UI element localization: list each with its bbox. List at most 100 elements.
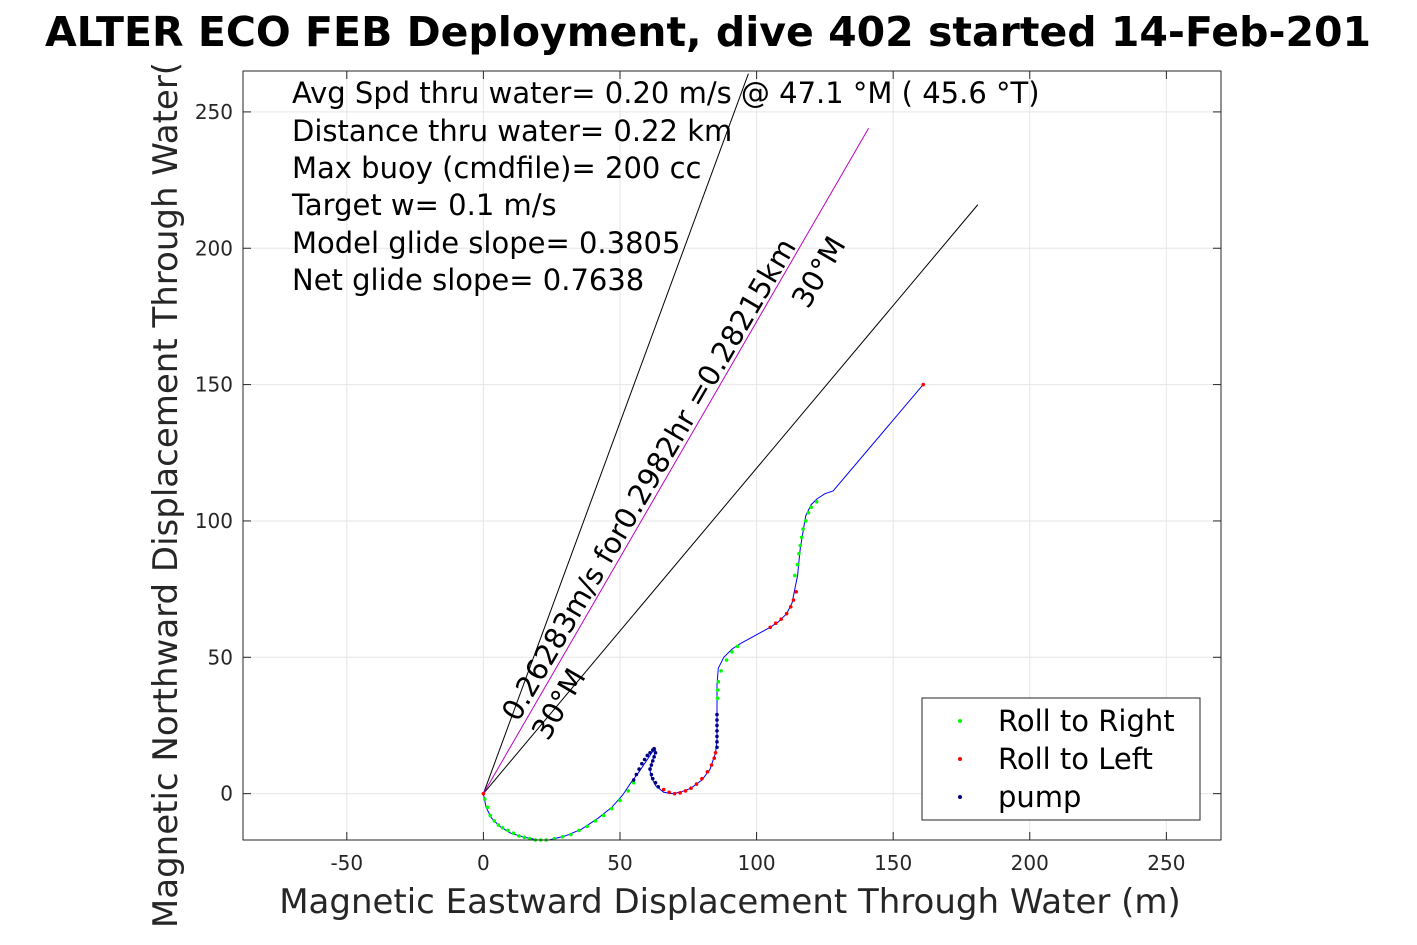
y-tick-label: 0 [220, 782, 233, 806]
track-point [795, 562, 800, 567]
info-line: Net glide slope= 0.7638 [292, 263, 644, 297]
y-tick-label: 150 [195, 373, 233, 397]
track-point [609, 806, 614, 811]
track-point [585, 824, 590, 829]
y-axis-label: Magnetic Northward Displacement Through … [146, 62, 186, 928]
y-tick-label: 50 [208, 645, 233, 669]
track-point [653, 780, 658, 785]
track-point [577, 828, 581, 833]
x-tick-label: 50 [607, 851, 632, 875]
track-point [640, 761, 644, 766]
track-point [500, 825, 505, 830]
track-point [683, 789, 688, 793]
y-tick-label: 100 [195, 509, 233, 533]
legend-marker-roll-right [958, 719, 962, 723]
track-point [694, 782, 699, 786]
track-point [648, 767, 652, 771]
track-point [650, 776, 655, 781]
x-tick-label: 200 [1011, 851, 1049, 875]
plot-frame [242, 70, 1222, 841]
track-point [768, 625, 773, 630]
y-tick-label: 200 [195, 236, 233, 260]
info-block: Avg Spd thru water= 0.20 m/s @ 47.1 °M (… [291, 76, 1040, 297]
track-point [649, 763, 654, 767]
track-point [788, 605, 793, 609]
track-point [649, 772, 654, 777]
ticks: -50 0 50 100 150 200 250 0 50 100 150 200 250 [195, 71, 1221, 875]
track-point [806, 510, 811, 515]
track-point [921, 382, 926, 387]
track-point [656, 785, 661, 789]
reference-lines [482, 73, 979, 794]
track-markers [481, 382, 926, 842]
track-point [661, 787, 666, 792]
track-point [730, 650, 734, 654]
track-point [648, 750, 652, 755]
legend-box [921, 697, 1201, 821]
track-point [496, 823, 501, 827]
track-point [482, 797, 487, 801]
track-point [631, 780, 636, 785]
track-point [667, 790, 671, 795]
track-point [506, 828, 510, 833]
chart-title: ALTER ECO FEB Deployment, dive 402 start… [45, 8, 1371, 56]
track-point [715, 729, 719, 733]
track-point [672, 791, 677, 796]
track-point [626, 789, 630, 793]
track-point [700, 776, 704, 781]
track-point [650, 759, 655, 763]
track-point [809, 505, 814, 510]
x-tick-label: -50 [330, 851, 363, 875]
track-point [773, 621, 778, 626]
track-point [492, 819, 497, 823]
legend-marker-pump [958, 795, 962, 799]
track-point [705, 770, 710, 774]
reference-line [483, 204, 979, 794]
track-point [642, 757, 647, 762]
track-point [715, 723, 719, 728]
track-point [713, 750, 718, 755]
track-point [715, 718, 719, 722]
track-point [724, 658, 729, 662]
info-line: Avg Spd thru water= 0.20 m/s @ 47.1 °M (… [292, 76, 1040, 110]
legend-label: pump [998, 780, 1081, 814]
track-point [715, 712, 719, 717]
track-point [517, 834, 521, 838]
track-point [593, 819, 598, 823]
track-point [798, 543, 803, 548]
x-tick-label: 150 [874, 851, 912, 875]
info-line: Max buoy (cmdfile)= 200 cc [292, 151, 701, 185]
track-point [678, 791, 682, 795]
track-point [560, 834, 565, 839]
track-point [637, 767, 641, 771]
x-axis-label: Magnetic Eastward Displacement Through W… [279, 882, 1181, 922]
info-line: Model glide slope= 0.3805 [292, 226, 680, 260]
track-point [797, 551, 801, 556]
info-line: Target w= 0.1 m/s [291, 188, 557, 222]
track-point [634, 772, 639, 777]
track-point [715, 696, 720, 700]
reference-line [482, 73, 749, 794]
track-point [794, 590, 798, 594]
track-point [631, 778, 636, 782]
track-point [712, 756, 717, 760]
track-point [793, 573, 797, 578]
track-point [653, 750, 658, 755]
legend-label: Roll to Right [998, 704, 1175, 738]
track-point [652, 746, 656, 751]
track-point [735, 644, 740, 649]
track-point [511, 831, 516, 835]
x-tick-label: 250 [1147, 851, 1185, 875]
track-point [715, 740, 719, 744]
track-point [715, 688, 720, 692]
track-point [715, 734, 719, 739]
track-point [799, 535, 804, 540]
info-line: Distance thru water= 0.22 km [292, 114, 732, 148]
track-point [601, 813, 606, 818]
y-tick-label: 250 [195, 100, 233, 124]
track-point [719, 669, 723, 673]
legend-marker-roll-left [958, 757, 962, 761]
track-point [645, 753, 650, 758]
track-point [488, 813, 493, 818]
